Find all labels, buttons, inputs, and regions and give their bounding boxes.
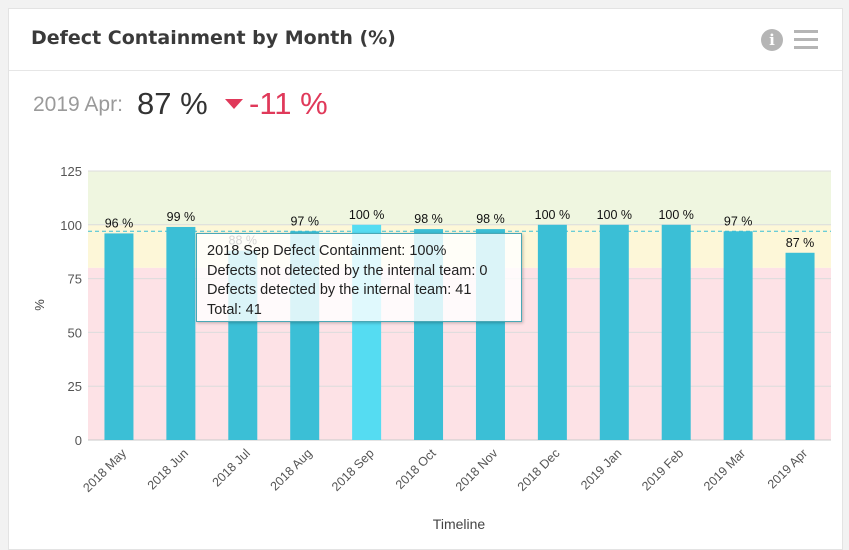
card-title: Defect Containment by Month (%) xyxy=(31,27,396,49)
data-label: 100 % xyxy=(597,208,632,222)
y-tick-label: 50 xyxy=(68,325,82,340)
data-label: 100 % xyxy=(658,208,693,222)
y-tick-label: 25 xyxy=(68,379,82,394)
x-tick-label: 2018 Aug xyxy=(268,446,315,493)
kpi-delta-value: -11 % xyxy=(249,86,328,121)
info-icon[interactable]: i xyxy=(761,29,783,51)
bar xyxy=(723,231,753,440)
data-label: 100 % xyxy=(349,208,384,222)
data-label: 99 % xyxy=(167,210,196,224)
bar xyxy=(599,224,629,440)
hamburger-menu-icon[interactable] xyxy=(794,30,818,50)
y-tick-label: 100 xyxy=(60,218,82,233)
tooltip-line: Defects not detected by the internal tea… xyxy=(207,262,488,279)
kpi-period: 2019 Apr: xyxy=(33,93,123,116)
x-axis-label: Timeline xyxy=(433,516,486,532)
bar xyxy=(166,226,196,440)
data-label: 100 % xyxy=(535,208,570,222)
x-tick-label: 2019 Jan xyxy=(578,446,624,492)
x-tick-label: 2019 Mar xyxy=(701,446,748,493)
bar xyxy=(785,252,815,440)
x-tick-label: 2018 Dec xyxy=(515,446,563,494)
chart-tooltip: 2018 Sep Defect Containment: 100% Defect… xyxy=(196,233,522,322)
data-label: 98 % xyxy=(414,212,443,226)
x-tick-label: 2018 Jul xyxy=(210,446,253,489)
data-label: 97 % xyxy=(290,214,319,228)
x-tick-label: 2019 Feb xyxy=(639,446,686,493)
x-tick-label: 2018 Sep xyxy=(329,446,377,494)
x-tick-label: 2018 Oct xyxy=(393,446,439,492)
x-tick-label: 2018 Nov xyxy=(453,446,501,494)
kpi-value: 87 % xyxy=(137,86,208,121)
data-label: 98 % xyxy=(476,212,505,226)
data-label: 87 % xyxy=(786,236,815,250)
tooltip-line: 2018 Sep Defect Containment: 100% xyxy=(207,243,447,259)
caret-down-icon xyxy=(225,98,243,109)
tooltip-line: Total: 41 xyxy=(207,301,262,318)
bar xyxy=(104,233,134,440)
x-tick-label: 2019 Apr xyxy=(765,446,810,491)
y-axis-label: % xyxy=(32,299,47,311)
x-tick-label: 2018 May xyxy=(80,446,129,495)
x-tick-label: 2018 Jun xyxy=(145,446,191,492)
bar xyxy=(661,224,691,440)
data-label: 97 % xyxy=(724,214,753,228)
y-tick-label: 125 xyxy=(60,164,82,179)
card-header: Defect Containment by Month (%) i xyxy=(9,9,842,71)
threshold-band xyxy=(88,171,831,225)
tooltip-line: Defects detected by the internal team: 4… xyxy=(207,282,472,298)
y-tick-label: 0 xyxy=(75,433,82,448)
kpi-delta: -11 % xyxy=(225,86,328,122)
y-tick-label: 75 xyxy=(68,272,82,287)
bar xyxy=(537,224,567,440)
data-label: 96 % xyxy=(105,216,134,230)
